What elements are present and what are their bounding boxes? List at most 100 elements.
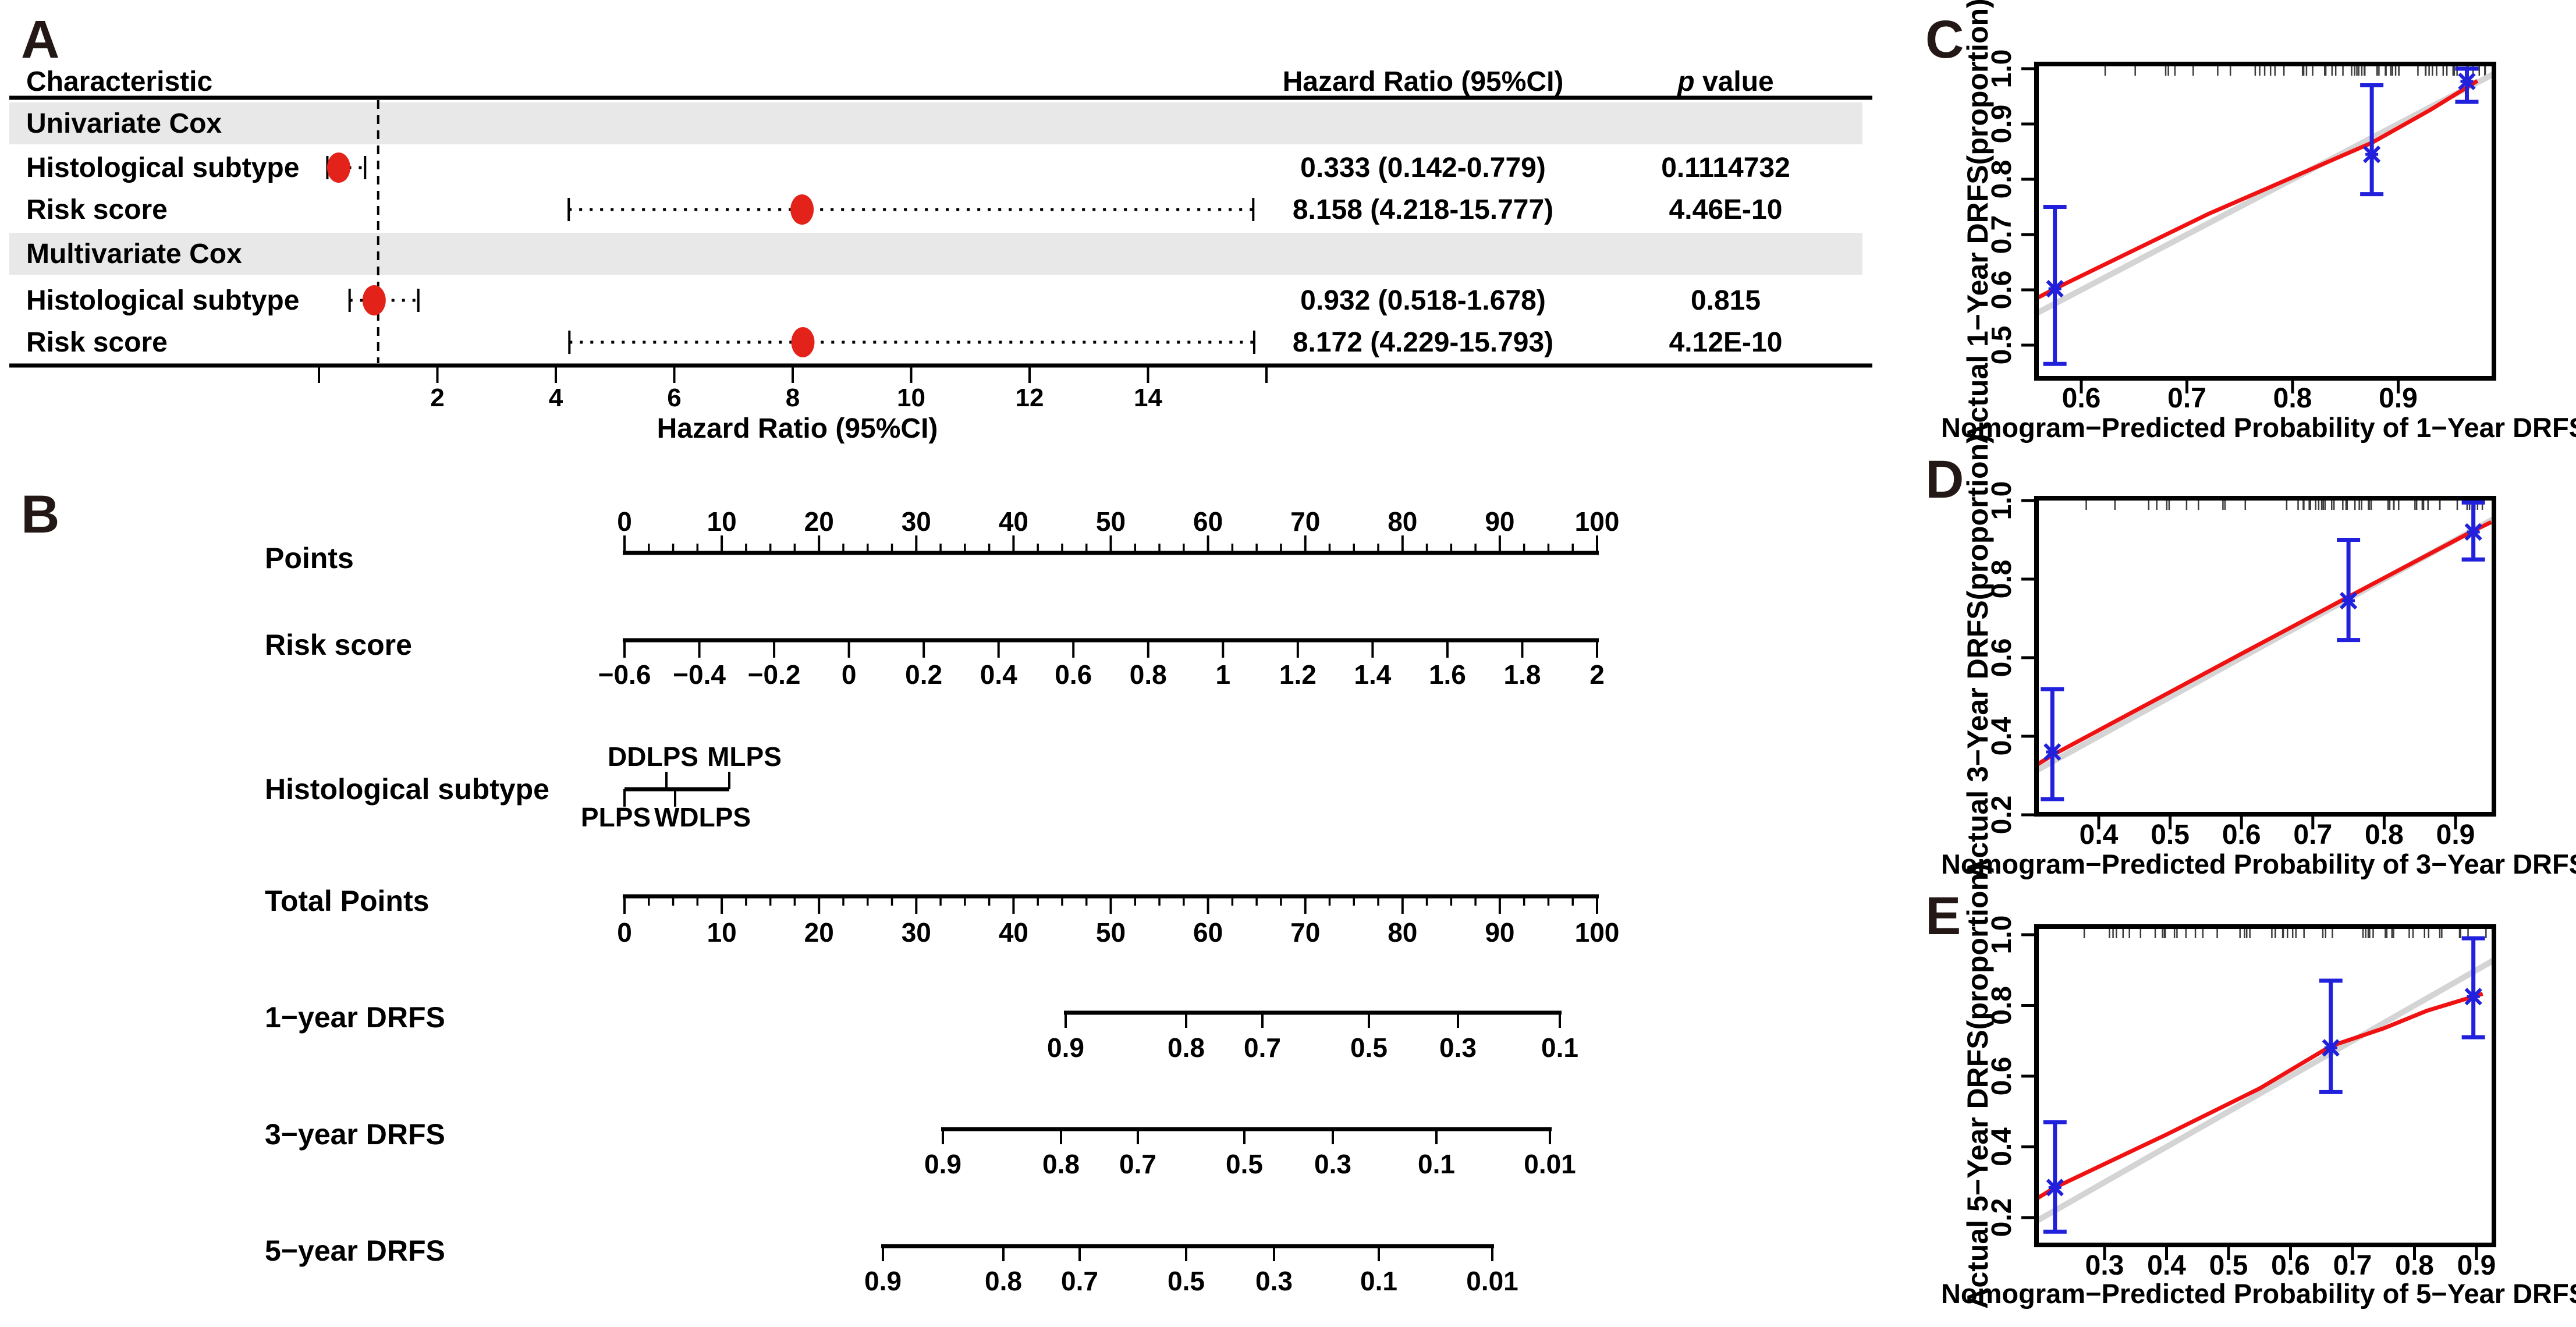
svg-text:0.6: 0.6 xyxy=(2271,1250,2310,1281)
svg-text:0.8: 0.8 xyxy=(2395,1250,2434,1281)
svg-text:90: 90 xyxy=(1485,917,1514,948)
svg-text:1.4: 1.4 xyxy=(1354,659,1391,690)
error-bar xyxy=(2337,538,2361,643)
section-label-univariate: Univariate Cox xyxy=(26,108,222,139)
y-axis-title-5yr: Actual 5−Year DRFS(proportion) xyxy=(1961,863,1994,1309)
svg-text:1.0: 1.0 xyxy=(1986,49,2017,88)
row-label: Histological subtype xyxy=(26,152,300,183)
svg-text:0.2: 0.2 xyxy=(905,659,942,690)
svg-text:80: 80 xyxy=(1388,506,1417,537)
error-bar xyxy=(2319,978,2343,1094)
svg-text:100: 100 xyxy=(1575,917,1620,948)
error-bar xyxy=(2461,500,2485,562)
svg-text:MLPS: MLPS xyxy=(707,741,782,772)
svg-text:0: 0 xyxy=(842,659,857,690)
svg-text:0.8: 0.8 xyxy=(1042,1149,1080,1179)
svg-text:70: 70 xyxy=(1290,506,1320,537)
col-header-p-value: p value xyxy=(1677,65,1773,99)
svg-text:80: 80 xyxy=(1388,917,1417,948)
svg-text:0.4: 0.4 xyxy=(1986,716,2017,755)
svg-text:0.6: 0.6 xyxy=(2062,383,2101,414)
svg-text:0.5: 0.5 xyxy=(2151,819,2190,850)
svg-text:0.9: 0.9 xyxy=(1986,105,2017,144)
hr-value: 0.932 (0.518-1.678) xyxy=(1300,285,1546,316)
forest-axis-title: Hazard Ratio (95%CI) xyxy=(657,413,938,444)
svg-text:0.1: 0.1 xyxy=(1360,1266,1397,1296)
svg-text:0.4: 0.4 xyxy=(1986,1127,2017,1166)
svg-text:0.7: 0.7 xyxy=(2333,1250,2372,1281)
svg-text:50: 50 xyxy=(1096,506,1126,537)
svg-text:0.8: 0.8 xyxy=(2365,819,2404,850)
hr-value: 0.333 (0.142-0.779) xyxy=(1300,152,1546,183)
calibration-plot-e: 0.2 0.4 0.6 0.8 1.0 0.3 0.4 0.5 0.6 0.7 0.8 0.9 xyxy=(1986,916,2496,1281)
svg-text:0.8: 0.8 xyxy=(1986,160,2017,199)
panel-a-letter: A xyxy=(21,10,60,69)
p-value: 0.1114732 xyxy=(1661,152,1790,183)
svg-text:0: 0 xyxy=(617,917,632,948)
svg-text:4: 4 xyxy=(549,384,563,412)
hr-value: 8.158 (4.218-15.777) xyxy=(1292,194,1554,225)
error-bar xyxy=(2043,205,2067,366)
svg-text:−0.4: −0.4 xyxy=(673,659,726,690)
scale-label-1-year-drfs: 1−year DRFS xyxy=(265,1001,445,1034)
hr-value: 8.172 (4.229-15.793) xyxy=(1292,327,1554,358)
svg-text:0.5: 0.5 xyxy=(1168,1266,1205,1296)
univariate-section-band xyxy=(9,102,1862,144)
svg-text:PLPS: PLPS xyxy=(581,802,651,832)
p-rest: value xyxy=(1694,66,1774,97)
svg-text:0.7: 0.7 xyxy=(2293,819,2332,850)
panel-e-letter: E xyxy=(1925,886,1961,946)
svg-text:DDLPS: DDLPS xyxy=(608,741,698,772)
svg-text:100: 100 xyxy=(1575,506,1620,537)
forest-plot: 2 4 6 8 10 12 14 xyxy=(9,95,1872,412)
svg-text:0.6: 0.6 xyxy=(2222,819,2261,850)
p-value: 4.46E-10 xyxy=(1669,194,1783,225)
svg-text:20: 20 xyxy=(804,506,834,537)
svg-text:0.2: 0.2 xyxy=(1986,796,2017,835)
panel-c-letter: C xyxy=(1925,10,1964,69)
svg-text:40: 40 xyxy=(999,506,1028,537)
svg-text:6: 6 xyxy=(667,384,681,412)
svg-text:0.7: 0.7 xyxy=(1986,215,2017,254)
svg-text:0.8: 0.8 xyxy=(1168,1032,1205,1063)
y-axis-title-3yr: Actual 3−Year DRFS(proportion) xyxy=(1961,434,1994,879)
svg-text:0.9: 0.9 xyxy=(1047,1032,1084,1063)
svg-text:30: 30 xyxy=(902,506,931,537)
scale-label-3-year-drfs: 3−year DRFS xyxy=(265,1118,445,1151)
svg-text:0.5: 0.5 xyxy=(2209,1250,2248,1281)
svg-text:0.5: 0.5 xyxy=(1226,1149,1263,1179)
svg-text:−0.2: −0.2 xyxy=(748,659,801,690)
scale-label-risk-score: Risk score xyxy=(265,629,412,661)
svg-text:0.01: 0.01 xyxy=(1524,1149,1576,1179)
svg-text:0.9: 0.9 xyxy=(2457,1250,2496,1281)
svg-text:0.1: 0.1 xyxy=(1541,1032,1578,1063)
svg-text:70: 70 xyxy=(1290,917,1320,948)
calibration-plot-c: 0.5 0.6 0.7 0.8 0.9 1.0 0.6 0.7 0.8 0.9 xyxy=(1986,49,2496,414)
svg-text:8: 8 xyxy=(786,384,800,412)
svg-text:0.4: 0.4 xyxy=(2080,819,2119,850)
svg-text:0.6: 0.6 xyxy=(1986,1057,2017,1096)
svg-text:0.7: 0.7 xyxy=(1119,1149,1156,1179)
svg-text:0.2: 0.2 xyxy=(1986,1198,2017,1237)
svg-text:0.9: 0.9 xyxy=(864,1266,902,1296)
svg-text:0.9: 0.9 xyxy=(924,1149,961,1179)
calibration-plot-d: 0.2 0.4 0.6 0.8 1.0 0.4 0.5 0.6 0.7 0.8 0.9 xyxy=(1986,481,2496,850)
col-header-characteristic: Characteristic xyxy=(26,66,213,97)
svg-text:0.4: 0.4 xyxy=(980,659,1017,690)
row-label: Risk score xyxy=(26,194,168,225)
svg-text:0.6: 0.6 xyxy=(1986,271,2017,310)
histological-subtype-scale: DDLPS MLPS PLPS WDLPS xyxy=(581,741,782,832)
scale-label-total-points: Total Points xyxy=(265,885,430,917)
svg-text:0.9: 0.9 xyxy=(2379,383,2418,414)
svg-text:0.6: 0.6 xyxy=(1986,638,2017,677)
svg-text:10: 10 xyxy=(897,384,925,412)
svg-text:1.0: 1.0 xyxy=(1986,916,2017,955)
svg-text:0.4: 0.4 xyxy=(2147,1250,2186,1281)
svg-text:60: 60 xyxy=(1193,506,1223,537)
svg-text:1.8: 1.8 xyxy=(1503,659,1541,690)
scale-label-points: Points xyxy=(265,542,354,574)
svg-text:0.9: 0.9 xyxy=(2436,819,2475,850)
scale-label-5-year-drfs: 5−year DRFS xyxy=(265,1234,445,1267)
